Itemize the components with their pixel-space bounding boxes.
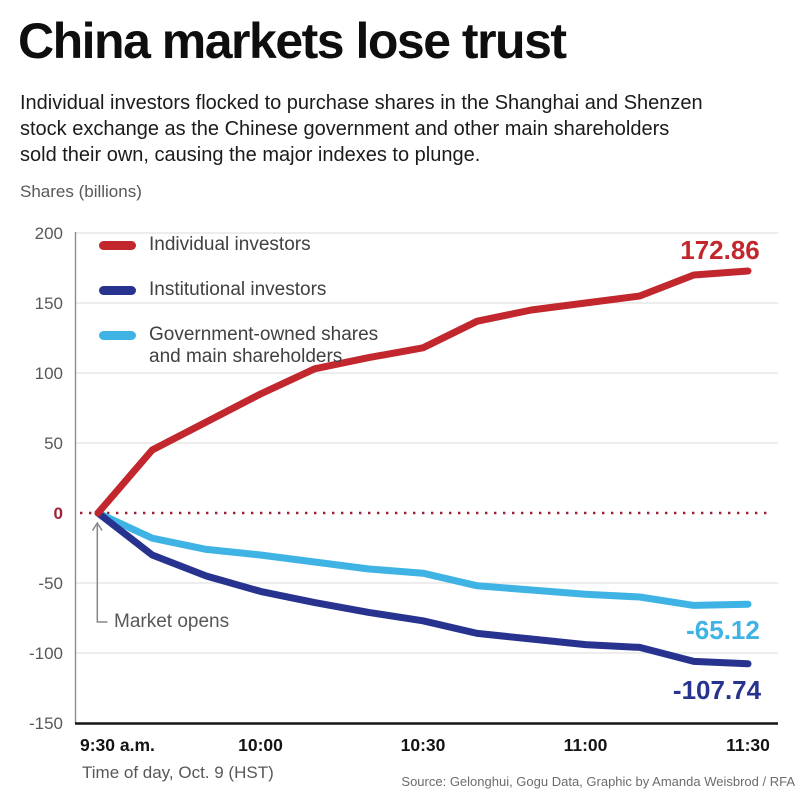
legend-label: Individual investors (149, 234, 311, 255)
page-title: China markets lose trust (18, 13, 567, 69)
y-tick-label--150: -150 (29, 714, 63, 733)
x-tick-label-10-00: 10:00 (238, 735, 283, 755)
legend-item-government-shares: Government-owned shares and main shareho… (99, 324, 394, 368)
legend-label: Government-owned shares and main shareho… (149, 324, 379, 367)
y-tick-label-50: 50 (44, 434, 63, 453)
x-tick-label-11-30: 11:30 (726, 735, 770, 755)
legend-label: Institutional investors (149, 279, 327, 300)
y-tick-label-100: 100 (35, 364, 63, 383)
market-opens-callout-line (96, 525, 108, 623)
x-tick-label-9-30-a-m: 9:30 a.m. (80, 735, 155, 755)
x-axis-title: Time of day, Oct. 9 (HST) (82, 763, 274, 782)
legend-item-institutional-investors: Institutional investors (99, 279, 394, 301)
value-label-institutional-investors: -107.74 (673, 675, 762, 705)
legend-swatch-lightblue (99, 331, 136, 340)
y-axis-units-label: Shares (billions) (20, 182, 142, 201)
value-label-government-owned-shares-and-main-shareholders: -65.12 (686, 615, 760, 645)
legend-swatch-red (99, 241, 136, 250)
subtitle-line-2: stock exchange as the Chinese government… (20, 118, 670, 140)
up-arrow-icon (91, 521, 103, 531)
chart-legend: Individual investors Institutional inves… (99, 234, 394, 391)
legend-swatch-navy (99, 286, 136, 295)
x-tick-label-10-30: 10:30 (401, 735, 446, 755)
line-government-owned-shares-and-main-shareholders (94, 509, 752, 609)
y-tick-label--100: -100 (29, 644, 63, 663)
y-tick-label--50: -50 (38, 574, 63, 593)
source-credit: Source: Gelonghui, Gogu Data, Graphic by… (401, 774, 795, 789)
annotation-market-opens: Market opens (114, 611, 230, 632)
y-tick-label-0: 0 (54, 504, 63, 523)
y-tick-label-150: 150 (35, 294, 63, 313)
legend-item-individual-investors: Individual investors (99, 234, 394, 256)
subtitle-line-3: sold their own, causing the major indexe… (20, 144, 481, 166)
x-tick-label-11-00: 11:00 (564, 735, 608, 755)
value-label-individual-investors: 172.86 (680, 235, 760, 265)
subtitle: Individual investors flocked to purchase… (20, 90, 703, 168)
line-individual-investors (94, 267, 752, 517)
y-tick-label-200: 200 (35, 224, 63, 243)
subtitle-line-1: Individual investors flocked to purchase… (20, 92, 703, 114)
line-institutional-investors (94, 509, 752, 668)
